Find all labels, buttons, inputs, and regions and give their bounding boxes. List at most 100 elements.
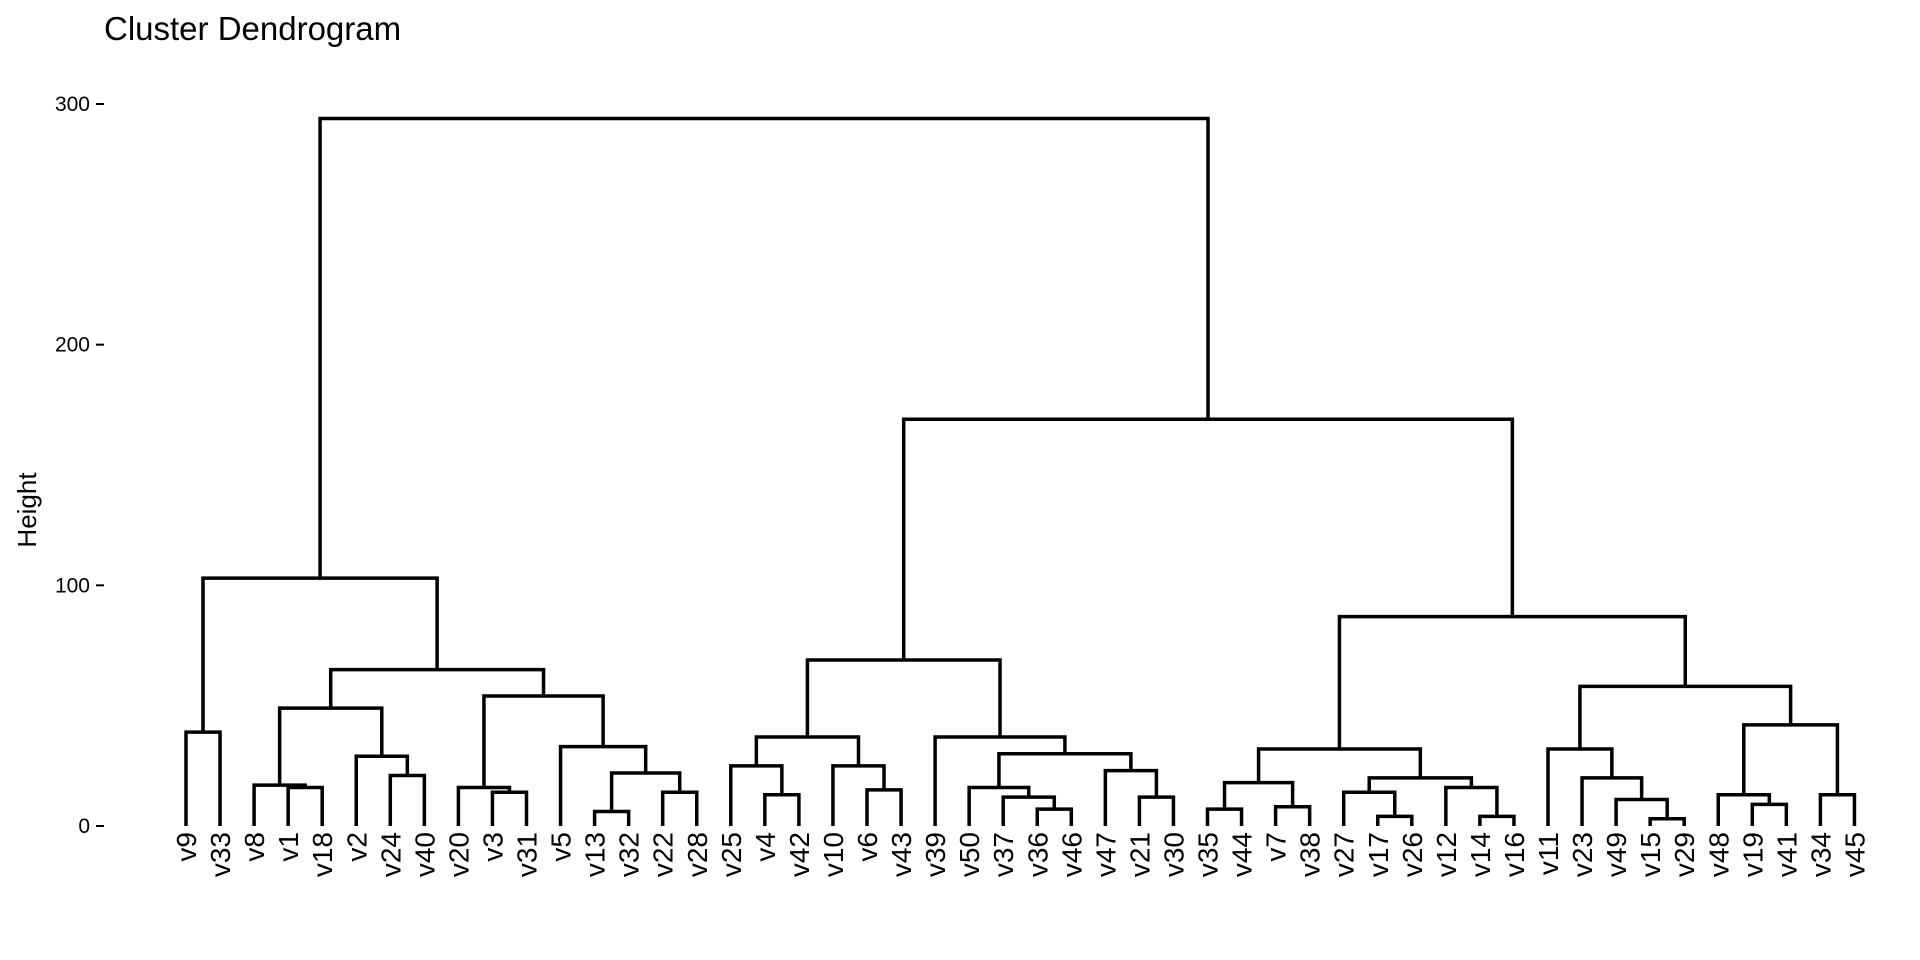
- leaf-label: v1: [273, 832, 304, 862]
- leaf-label: v38: [1295, 832, 1326, 877]
- y-axis: 0 100 200 300: [55, 93, 104, 838]
- leaf-label: v41: [1771, 832, 1802, 877]
- dendrogram-branch: [1256, 747, 1423, 783]
- y-tick-label: 300: [55, 93, 90, 116]
- leaf-label: v47: [1090, 832, 1121, 877]
- leaf-label: v18: [307, 832, 338, 877]
- dendrogram-branch: [1137, 795, 1176, 826]
- dendrogram-branch: [1742, 723, 1840, 795]
- leaf-label: v3: [477, 832, 508, 862]
- dendrogram-branch: [754, 735, 861, 766]
- dendrogram-branch: [558, 744, 648, 826]
- dendrogram-branch: [1716, 792, 1772, 826]
- dendrogram-branch: [660, 790, 699, 826]
- leaf-label: v37: [988, 832, 1019, 877]
- chart-title: Cluster Dendrogram: [104, 10, 401, 47]
- dendrogram-branch: [1035, 807, 1074, 826]
- leaf-label: v20: [443, 832, 474, 877]
- dendrogram-branch: [252, 783, 307, 826]
- leaf-label: v12: [1431, 832, 1462, 877]
- dendrogram-branch: [1478, 814, 1516, 826]
- leaf-label: v44: [1227, 832, 1258, 877]
- dendrogram-branch: [1205, 807, 1244, 826]
- dendrogram-branch: [388, 773, 427, 826]
- leaf-label: v25: [716, 832, 747, 877]
- leaf-label: v22: [648, 832, 679, 877]
- dendrogram-branch: [805, 658, 1002, 737]
- leaf-label: v8: [239, 832, 270, 862]
- dendrogram-branch: [328, 667, 546, 709]
- leaf-label: v36: [1022, 832, 1053, 877]
- dendrogram-branch: [482, 694, 605, 788]
- leaf-label: v31: [512, 832, 543, 877]
- leaf-label: v15: [1635, 832, 1666, 877]
- leaf-label: v32: [614, 832, 645, 877]
- leaf-label: v9: [171, 832, 202, 862]
- leaf-label: v17: [1363, 832, 1394, 877]
- leaf-label: v40: [409, 832, 440, 877]
- y-tick-label: 200: [55, 334, 90, 357]
- dendrogram-branch: [1750, 802, 1789, 826]
- leaf-label: v6: [852, 832, 883, 862]
- y-tick-label: 100: [55, 574, 90, 597]
- leaf-label: v26: [1397, 832, 1428, 877]
- dendrogram-branch: [1367, 776, 1474, 793]
- leaf-label: v48: [1703, 832, 1734, 877]
- leaf-label: v49: [1601, 832, 1632, 877]
- dendrogram-branch: [901, 417, 1515, 660]
- dendrogram-branch: [1376, 814, 1414, 826]
- dendrogram-branch: [592, 809, 631, 826]
- dendrogram-branch: [184, 730, 222, 826]
- leaf-label: v28: [682, 832, 713, 877]
- dendrogram-branch: [1103, 768, 1159, 826]
- leaf-label: v29: [1669, 832, 1700, 877]
- dendrogram-branch: [1546, 747, 1614, 826]
- dendrogram-branch: [831, 764, 886, 826]
- leaf-label: v45: [1839, 832, 1870, 877]
- leaf-label: v16: [1499, 832, 1530, 877]
- dendrogram-branch: [1001, 795, 1057, 826]
- leaf-label: v30: [1158, 832, 1189, 877]
- dendrogram-branch: [1341, 790, 1397, 826]
- dendrogram-branch: [1444, 785, 1499, 826]
- leaf-label: v35: [1193, 832, 1224, 877]
- y-axis-label: Height: [12, 472, 42, 548]
- dendrogram-branch: [1337, 614, 1688, 749]
- leaf-label: v5: [546, 832, 577, 862]
- leaf-label: v4: [750, 832, 781, 862]
- dendrogram-branch: [967, 785, 1031, 826]
- dendrogram-branch: [1648, 817, 1686, 826]
- dendrogram-branch: [286, 785, 324, 826]
- dendrogram-branch: [318, 116, 1210, 579]
- dendrogram-branch: [1818, 792, 1857, 826]
- dendrogram-branch: [490, 790, 529, 826]
- leaf-label: v42: [784, 832, 815, 877]
- leaf-label: v50: [954, 832, 985, 877]
- y-tick-label: 0: [78, 815, 90, 838]
- leaf-label: v27: [1329, 832, 1360, 877]
- leaf-label: v2: [341, 832, 372, 862]
- dendrogram-branch: [354, 754, 410, 826]
- leaf-label: v46: [1056, 832, 1087, 877]
- leaf-label: v19: [1737, 832, 1768, 877]
- leaf-label: v13: [580, 832, 611, 877]
- leaf-label: v43: [886, 832, 917, 877]
- dendrogram-branch: [1614, 797, 1669, 826]
- leaf-label: v7: [1261, 832, 1292, 862]
- leaf-label: v39: [920, 832, 951, 877]
- leaf-label: v34: [1805, 832, 1836, 877]
- dendrogram-branch: [1273, 804, 1312, 826]
- dendrogram-branch: [763, 792, 801, 826]
- leaf-label: v11: [1533, 832, 1564, 875]
- dendrogram-branch: [865, 788, 903, 826]
- dendrogram-branch: [1580, 776, 1644, 826]
- dendrogram-branch: [1578, 684, 1793, 749]
- leaf-label: v24: [375, 832, 406, 877]
- leaf-label: v10: [818, 832, 849, 877]
- leaf-label: v23: [1567, 832, 1598, 877]
- leaf-label: v21: [1124, 832, 1155, 877]
- dendrogram-branch: [277, 706, 384, 786]
- dendrogram-branches: [184, 116, 1857, 826]
- leaf-label: v14: [1465, 832, 1496, 877]
